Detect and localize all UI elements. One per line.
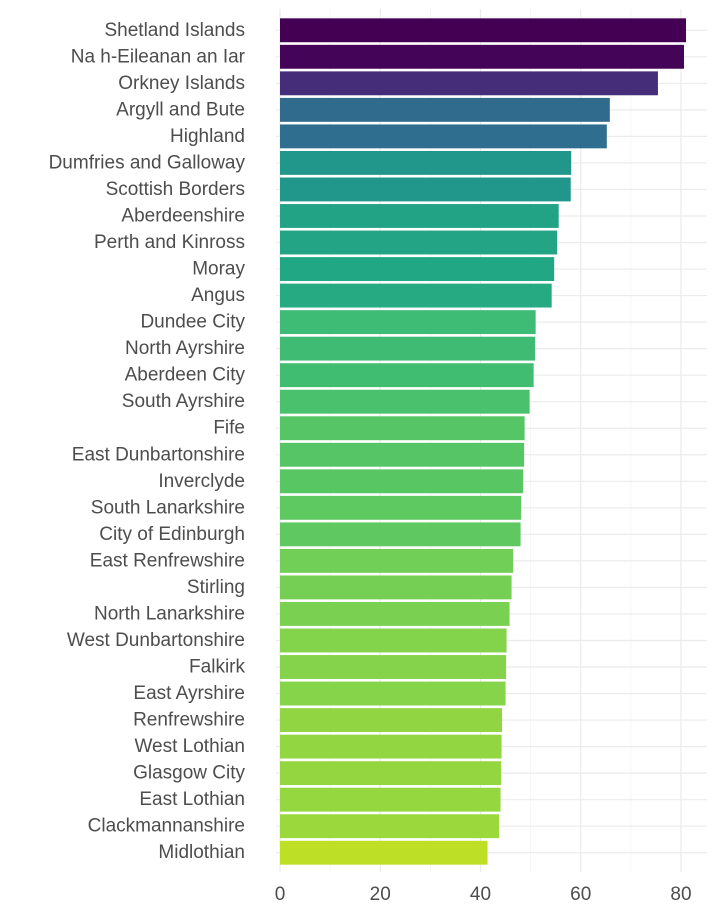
category-label: North Lanarkshire xyxy=(94,603,245,624)
category-label: City of Edinburgh xyxy=(99,524,245,545)
bar xyxy=(280,787,501,812)
bar xyxy=(280,416,525,441)
category-label: Angus xyxy=(191,285,245,306)
bar xyxy=(280,734,502,759)
category-label: Dumfries and Galloway xyxy=(49,152,246,173)
category-label: East Dunbartonshire xyxy=(72,444,245,465)
bar xyxy=(280,283,552,308)
bar xyxy=(280,310,536,335)
bar xyxy=(280,230,558,255)
bar xyxy=(280,124,607,149)
bar xyxy=(280,71,658,96)
bar xyxy=(280,469,524,494)
category-label: East Renfrewshire xyxy=(90,550,245,571)
category-label: Scottish Borders xyxy=(106,179,245,200)
category-label: West Lothian xyxy=(134,736,245,757)
category-labels: Shetland Islands Na h-Eileanan an Iar Orkn… xyxy=(49,20,246,863)
bar xyxy=(280,575,512,600)
category-label: East Lothian xyxy=(139,789,245,810)
x-tick-label: 60 xyxy=(570,884,591,905)
bar xyxy=(280,840,488,865)
bar xyxy=(280,150,572,175)
bar xyxy=(280,628,507,653)
category-label: Inverclyde xyxy=(158,471,245,492)
bar xyxy=(280,18,687,43)
category-label: South Lanarkshire xyxy=(91,497,245,518)
category-label: Clackmannanshire xyxy=(88,816,245,837)
category-label: Dundee City xyxy=(140,312,245,333)
category-label: Glasgow City xyxy=(133,763,245,784)
category-label: Renfrewshire xyxy=(133,710,245,731)
bar xyxy=(280,389,530,414)
category-label: Na h-Eileanan an Iar xyxy=(71,46,246,67)
category-label: Perth and Kinross xyxy=(94,232,245,253)
bar xyxy=(280,761,502,786)
category-label: Aberdeenshire xyxy=(121,205,245,226)
category-label: Highland xyxy=(170,126,245,147)
bars xyxy=(280,18,687,865)
bar xyxy=(280,44,685,69)
bar xyxy=(280,204,559,228)
x-tick-label: 0 xyxy=(275,884,286,905)
bar xyxy=(280,522,521,547)
bar xyxy=(280,708,503,733)
bar xyxy=(280,814,500,839)
category-label: Falkirk xyxy=(189,657,245,678)
category-label: Fife xyxy=(213,418,245,439)
bar xyxy=(280,336,536,361)
x-tick-label: 80 xyxy=(670,884,691,905)
category-label: East Ayrshire xyxy=(133,683,245,704)
x-tick-label: 40 xyxy=(470,884,491,905)
category-label: Stirling xyxy=(187,577,245,598)
category-label: Moray xyxy=(192,259,245,280)
category-label: West Dunbartonshire xyxy=(67,630,245,651)
bar xyxy=(280,257,555,281)
bar xyxy=(280,655,507,679)
bar xyxy=(280,548,514,573)
bar xyxy=(280,442,525,467)
category-label: South Ayrshire xyxy=(122,391,245,412)
bar xyxy=(280,681,506,706)
bar xyxy=(280,363,534,388)
category-label: Midlothian xyxy=(158,842,245,863)
category-label: Argyll and Bute xyxy=(116,99,245,120)
x-axis-ticks: 0 20 40 60 80 xyxy=(275,884,692,905)
bar xyxy=(280,177,571,202)
category-label: Aberdeen City xyxy=(125,365,246,386)
bar xyxy=(280,97,610,122)
bar xyxy=(280,495,522,520)
category-label: Orkney Islands xyxy=(118,73,245,94)
category-label: North Ayrshire xyxy=(125,338,245,359)
bar xyxy=(280,602,510,626)
x-tick-label: 20 xyxy=(370,884,391,905)
category-label: Shetland Islands xyxy=(105,20,246,41)
